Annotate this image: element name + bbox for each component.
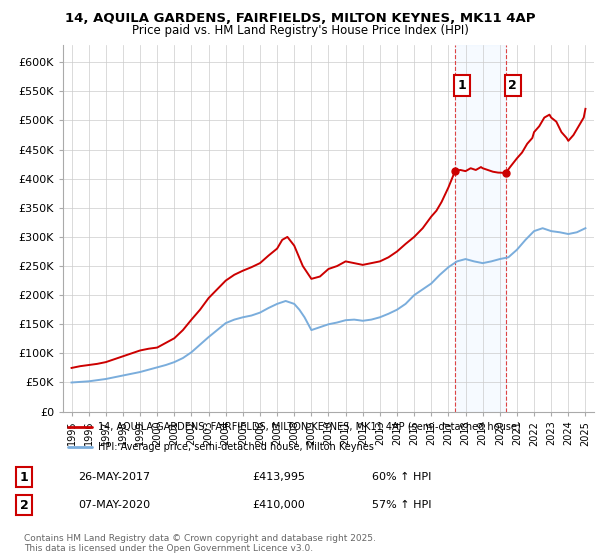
Text: 1: 1 bbox=[20, 470, 28, 484]
Text: Price paid vs. HM Land Registry's House Price Index (HPI): Price paid vs. HM Land Registry's House … bbox=[131, 24, 469, 36]
Text: 07-MAY-2020: 07-MAY-2020 bbox=[78, 500, 150, 510]
Text: £413,995: £413,995 bbox=[252, 472, 305, 482]
Text: 2: 2 bbox=[508, 79, 517, 92]
Text: 57% ↑ HPI: 57% ↑ HPI bbox=[372, 500, 431, 510]
Text: 26-MAY-2017: 26-MAY-2017 bbox=[78, 472, 150, 482]
Text: Contains HM Land Registry data © Crown copyright and database right 2025.
This d: Contains HM Land Registry data © Crown c… bbox=[24, 534, 376, 553]
Text: HPI: Average price, semi-detached house, Milton Keynes: HPI: Average price, semi-detached house,… bbox=[98, 442, 373, 452]
Bar bbox=[455, 45, 506, 412]
Text: 14, AQUILA GARDENS, FAIRFIELDS, MILTON KEYNES, MK11 4AP: 14, AQUILA GARDENS, FAIRFIELDS, MILTON K… bbox=[65, 12, 535, 25]
Text: 60% ↑ HPI: 60% ↑ HPI bbox=[372, 472, 431, 482]
Text: 1: 1 bbox=[458, 79, 467, 92]
Text: 2: 2 bbox=[20, 498, 28, 512]
Text: 14, AQUILA GARDENS, FAIRFIELDS, MILTON KEYNES, MK11 4AP (semi-detached house): 14, AQUILA GARDENS, FAIRFIELDS, MILTON K… bbox=[98, 422, 520, 432]
Text: £410,000: £410,000 bbox=[252, 500, 305, 510]
